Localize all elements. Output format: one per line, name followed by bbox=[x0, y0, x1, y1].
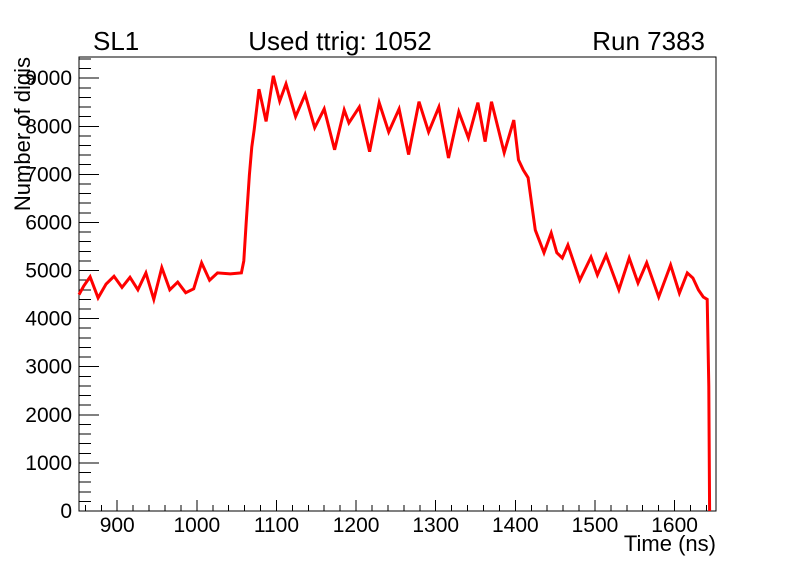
timebox-curve bbox=[77, 75, 712, 512]
x-tick-label: 1000 bbox=[173, 514, 220, 537]
pad-title-superlayer: SL1 bbox=[93, 26, 140, 56]
y-tick-label: 1000 bbox=[25, 452, 72, 475]
x-tick-label: 1400 bbox=[492, 514, 539, 537]
y-tick-label: 6000 bbox=[25, 211, 72, 234]
y-tick-label: 8000 bbox=[25, 115, 72, 138]
y-tick-label: 5000 bbox=[25, 260, 72, 283]
x-axis-title: Time (ns) bbox=[624, 531, 716, 556]
y-tick-label: 9000 bbox=[25, 67, 72, 90]
x-tick-label: 1200 bbox=[333, 514, 380, 537]
y-tick-label: 0 bbox=[60, 500, 72, 523]
x-tick-label: 1600 bbox=[651, 514, 698, 537]
plot-frame bbox=[78, 56, 717, 512]
y-axis-title: Number of digis bbox=[10, 57, 35, 211]
pad-title-run: Run 7383 bbox=[592, 26, 705, 56]
y-tick-label: 7000 bbox=[25, 163, 72, 186]
y-tick-label: 2000 bbox=[25, 404, 72, 427]
y-tick-label: 3000 bbox=[25, 356, 72, 379]
x-tick-label: 1100 bbox=[254, 514, 299, 537]
x-tick-label: 900 bbox=[100, 514, 135, 537]
pad-title-ttrig: Used ttrig: 1052 bbox=[248, 26, 432, 56]
x-tick-label: 1500 bbox=[572, 514, 619, 537]
x-tick-label: 1300 bbox=[412, 514, 459, 537]
y-tick-label: 4000 bbox=[25, 308, 72, 331]
